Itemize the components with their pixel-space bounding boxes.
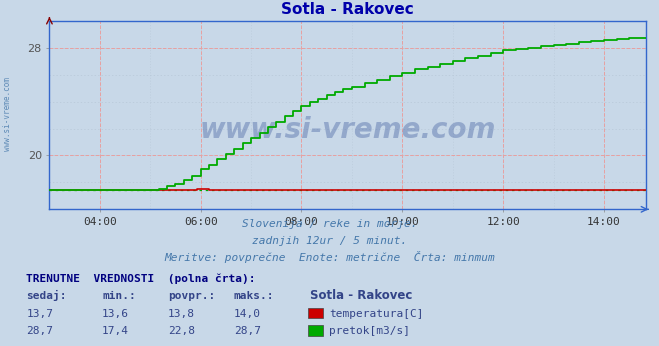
Text: Sotla - Rakovec: Sotla - Rakovec xyxy=(310,289,412,302)
Text: zadnjih 12ur / 5 minut.: zadnjih 12ur / 5 minut. xyxy=(252,236,407,246)
Text: www.si-vreme.com: www.si-vreme.com xyxy=(3,77,13,151)
Text: sedaj:: sedaj: xyxy=(26,290,67,301)
Text: 28,7: 28,7 xyxy=(26,326,53,336)
Text: maks.:: maks.: xyxy=(234,291,274,301)
Text: 13,8: 13,8 xyxy=(168,309,195,319)
Text: min.:: min.: xyxy=(102,291,136,301)
Title: Sotla - Rakovec: Sotla - Rakovec xyxy=(281,2,414,17)
Text: povpr.:: povpr.: xyxy=(168,291,215,301)
Text: Slovenija / reke in morje.: Slovenija / reke in morje. xyxy=(242,219,417,229)
Text: temperatura[C]: temperatura[C] xyxy=(330,309,424,319)
Text: Meritve: povprečne  Enote: metrične  Črta: minmum: Meritve: povprečne Enote: metrične Črta:… xyxy=(164,251,495,263)
Text: 22,8: 22,8 xyxy=(168,326,195,336)
Text: 13,6: 13,6 xyxy=(102,309,129,319)
Text: 13,7: 13,7 xyxy=(26,309,53,319)
Text: pretok[m3/s]: pretok[m3/s] xyxy=(330,326,411,336)
Text: 28,7: 28,7 xyxy=(234,326,261,336)
Text: TRENUTNE  VREDNOSTI  (polna črta):: TRENUTNE VREDNOSTI (polna črta): xyxy=(26,273,256,284)
Text: 17,4: 17,4 xyxy=(102,326,129,336)
Text: www.si-vreme.com: www.si-vreme.com xyxy=(200,116,496,144)
Text: 14,0: 14,0 xyxy=(234,309,261,319)
